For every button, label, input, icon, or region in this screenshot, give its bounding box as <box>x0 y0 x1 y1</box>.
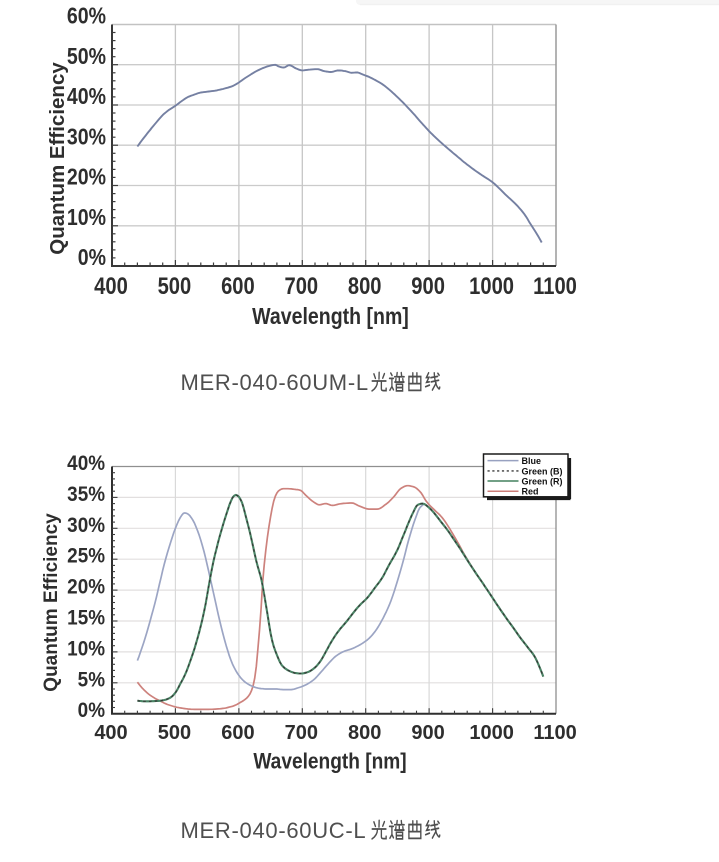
svg-text:20%: 20% <box>67 164 106 190</box>
svg-text:900: 900 <box>411 272 445 299</box>
svg-text:Quantum Efficiency: Quantum Efficiency <box>46 62 69 255</box>
svg-text:1100: 1100 <box>533 272 577 299</box>
svg-text:900: 900 <box>411 722 444 744</box>
svg-text:0%: 0% <box>78 699 106 722</box>
svg-text:30%: 30% <box>67 124 106 150</box>
svg-text:15%: 15% <box>67 607 105 630</box>
svg-text:Quantum Efficiency: Quantum Efficiency <box>41 513 62 692</box>
svg-text:400: 400 <box>94 722 127 744</box>
svg-text:500: 500 <box>158 272 192 299</box>
svg-text:600: 600 <box>221 272 255 299</box>
svg-text:10%: 10% <box>67 638 105 661</box>
svg-text:Blue: Blue <box>522 456 542 466</box>
svg-text:Wavelength [nm]: Wavelength [nm] <box>253 749 406 774</box>
svg-text:1000: 1000 <box>469 272 514 299</box>
svg-text:400: 400 <box>94 272 128 299</box>
svg-text:MER-040-60UC-L: MER-040-60UC-L <box>181 818 367 843</box>
svg-text:50%: 50% <box>67 43 106 69</box>
svg-text:Wavelength [nm]: Wavelength [nm] <box>252 304 409 330</box>
svg-text:Green (R): Green (R) <box>522 476 563 486</box>
svg-text:MER-040-60UM-L: MER-040-60UM-L <box>181 370 369 395</box>
svg-text:40%: 40% <box>67 452 105 475</box>
svg-text:35%: 35% <box>67 483 105 506</box>
svg-text:800: 800 <box>348 272 382 299</box>
svg-text:0%: 0% <box>78 245 106 271</box>
svg-text:Red: Red <box>522 487 539 497</box>
svg-text:700: 700 <box>285 722 318 744</box>
svg-text:20%: 20% <box>67 576 105 599</box>
svg-text:5%: 5% <box>78 668 106 691</box>
svg-text:1100: 1100 <box>533 722 576 744</box>
svg-text:500: 500 <box>158 722 191 744</box>
svg-text:60%: 60% <box>67 3 106 29</box>
svg-text:600: 600 <box>221 722 254 744</box>
svg-text:1000: 1000 <box>469 722 513 744</box>
svg-text:30%: 30% <box>67 514 105 537</box>
svg-text:40%: 40% <box>67 84 106 110</box>
svg-text:10%: 10% <box>67 204 106 230</box>
svg-text:Green (B): Green (B) <box>522 466 563 476</box>
svg-text:25%: 25% <box>67 545 105 568</box>
svg-text:800: 800 <box>348 722 381 744</box>
svg-text:700: 700 <box>284 272 318 299</box>
